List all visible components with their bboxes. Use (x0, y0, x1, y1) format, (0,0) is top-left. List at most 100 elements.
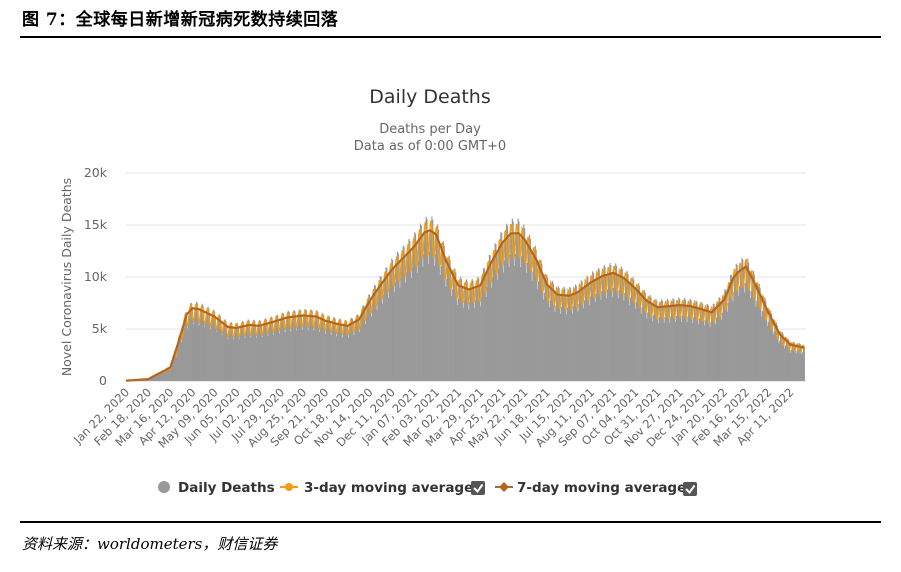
legend-item-3-day-average[interactable]: 3-day moving average (280, 480, 473, 496)
daily-deaths-bar (788, 339, 790, 381)
daily-deaths-bar (679, 305, 682, 381)
y-axis-ticks: 0 5k 10k 15k 20k (84, 165, 108, 388)
daily-deaths-bar (735, 263, 737, 381)
daily-deaths-bar (772, 334, 774, 381)
daily-deaths-bar (734, 276, 736, 381)
daily-deaths-bar (652, 315, 655, 381)
daily-deaths-bar (367, 303, 369, 381)
daily-deaths-bar (213, 309, 215, 381)
daily-deaths-bar (624, 293, 626, 381)
daily-deaths-bar (370, 316, 372, 381)
daily-deaths-bar (324, 333, 326, 381)
daily-deaths-bar (255, 337, 258, 381)
daily-deaths-bar (197, 309, 199, 381)
daily-deaths-bar (728, 288, 730, 381)
daily-deaths-bar (241, 326, 243, 381)
daily-deaths-bar (171, 362, 173, 381)
moving-average-lines (125, 220, 806, 382)
daily-deaths-bar (528, 246, 530, 381)
daily-deaths-bar (323, 320, 326, 381)
daily-deaths-bar (382, 294, 385, 381)
daily-deaths-bar (725, 289, 727, 381)
daily-deaths-bar (631, 285, 633, 381)
daily-deaths-bar (340, 320, 342, 381)
daily-deaths-bar (549, 300, 551, 381)
daily-deaths-bar (519, 267, 522, 381)
daily-deaths-bar (345, 320, 347, 381)
daily-deaths-bar (283, 318, 285, 381)
daily-deaths-bar (368, 294, 370, 381)
daily-deaths-bar (537, 289, 539, 381)
daily-deaths-bar (198, 325, 200, 381)
daily-deaths-bar (762, 301, 764, 381)
daily-deaths-bar (330, 335, 332, 381)
daily-deaths-bar (640, 313, 642, 381)
daily-deaths-bar (362, 305, 364, 381)
daily-deaths-bar (638, 283, 640, 381)
daily-deaths-bar (583, 300, 586, 381)
daily-deaths-bar (373, 294, 375, 381)
daily-deaths-bar (620, 276, 622, 381)
daily-deaths-bar (314, 316, 317, 381)
daily-deaths-bar (702, 309, 705, 381)
daily-deaths-bar (759, 287, 761, 381)
daily-deaths-bar (600, 299, 602, 381)
daily-deaths-bar (321, 319, 323, 381)
daily-deaths-bar (775, 326, 777, 381)
daily-deaths-bar (483, 268, 485, 381)
daily-deaths-bar (209, 314, 211, 381)
daily-deaths-bar (366, 305, 368, 381)
daily-deaths-bar (376, 310, 378, 381)
daily-deaths-bar (193, 318, 195, 381)
daily-deaths-bar (501, 233, 503, 381)
legend-item-daily-deaths[interactable]: Daily Deaths (158, 480, 275, 496)
daily-deaths-bar (446, 263, 449, 381)
daily-deaths-bar (170, 367, 172, 381)
daily-deaths-bar (709, 327, 711, 381)
daily-deaths-bar (233, 335, 235, 381)
daily-deaths-bar (309, 316, 312, 381)
daily-deaths-bar (541, 264, 543, 381)
daily-deaths-bar (605, 275, 607, 381)
checkbox-7-day-average[interactable] (683, 482, 697, 496)
daily-deaths-bar (607, 274, 609, 381)
daily-deaths-bar (688, 305, 690, 381)
daily-deaths-bar (402, 245, 404, 381)
daily-deaths-bar (251, 325, 253, 381)
daily-deaths-bar (407, 252, 409, 381)
daily-deaths-bar (403, 247, 405, 381)
daily-deaths-bar (511, 218, 513, 381)
daily-deaths-bar (542, 299, 545, 381)
daily-deaths-bar (334, 318, 336, 381)
daily-deaths-bar (269, 322, 271, 381)
daily-deaths-bar (620, 266, 623, 381)
daily-deaths-bar (617, 298, 619, 381)
daily-deaths-bar (355, 321, 357, 381)
daily-deaths-bar (720, 303, 722, 381)
daily-deaths-bar (589, 296, 591, 381)
daily-deaths-bar (646, 318, 648, 381)
checkbox-3-day-average[interactable] (471, 481, 485, 495)
daily-deaths-bar (458, 285, 460, 381)
daily-deaths-bar (593, 280, 595, 381)
daily-deaths-bar (684, 298, 686, 381)
daily-deaths-bar (421, 235, 423, 381)
daily-deaths-bar (250, 337, 252, 381)
daily-deaths-bar (446, 278, 448, 381)
daily-deaths-bar (428, 263, 430, 381)
daily-deaths-bar (158, 375, 160, 381)
daily-deaths-bar (194, 308, 196, 381)
daily-deaths-bar (455, 281, 458, 381)
daily-deaths-bar (275, 320, 277, 381)
daily-deaths-bar (284, 331, 286, 381)
daily-deaths-bar (242, 321, 244, 381)
daily-deaths-bar (576, 292, 578, 381)
daily-deaths-bar (483, 268, 486, 381)
daily-deaths-bar (417, 260, 419, 381)
daily-deaths-bar (645, 300, 647, 381)
daily-deaths-bar (378, 286, 381, 381)
legend-item-7-day-average[interactable]: 7-day moving average (495, 480, 686, 496)
daily-deaths-bar (770, 313, 773, 381)
daily-deaths-bar (730, 274, 732, 381)
daily-deaths-bar (796, 350, 798, 381)
